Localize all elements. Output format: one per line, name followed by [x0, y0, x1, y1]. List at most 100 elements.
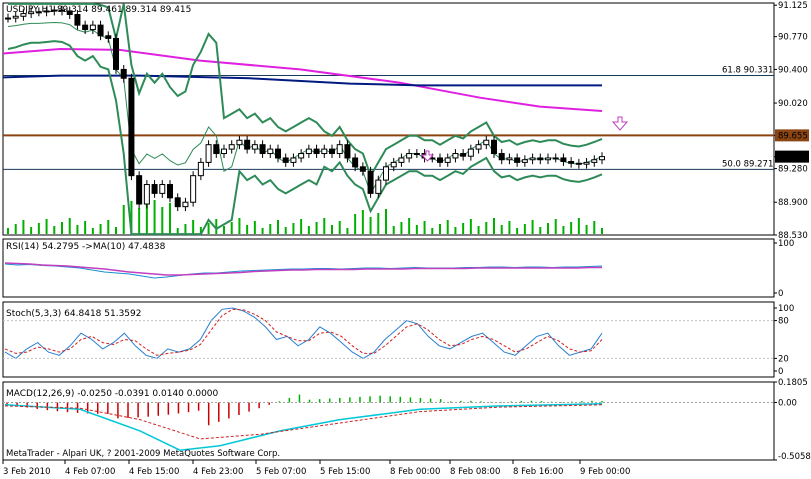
x-tick-label: 4 Feb 07:00 — [65, 467, 115, 477]
y-tick-label: 90.020 — [778, 99, 808, 109]
arrow-marker — [611, 116, 629, 131]
candle-body — [398, 157, 405, 163]
candle-body — [105, 35, 112, 39]
candle-body — [591, 159, 598, 163]
x-tick-label: 4 Feb 15:00 — [129, 467, 179, 477]
x-tick-label: 9 Feb 00:00 — [580, 467, 630, 477]
candle-body — [375, 179, 382, 194]
candle-body — [12, 15, 19, 19]
level-price-label: 89.655 — [778, 131, 808, 141]
candle-body — [228, 144, 235, 150]
candle-body — [275, 148, 281, 159]
macd-main-line — [4, 402, 603, 451]
moving-average-navy — [2, 74, 602, 87]
candle-body — [35, 11, 42, 14]
candle-body — [290, 157, 297, 163]
candle-body — [336, 144, 343, 155]
macd-title: MACD(12,26,9) -0.0250 -0.0391 0.0140 0.0… — [6, 389, 219, 399]
candle-body — [282, 157, 289, 163]
candle-body — [359, 166, 366, 172]
candle-body — [552, 157, 559, 160]
candle-body — [444, 157, 451, 163]
candle-body — [120, 68, 127, 79]
candle-body — [529, 157, 536, 161]
candle-body — [213, 144, 220, 155]
stoch-y-label: 20 — [778, 354, 789, 364]
candle-body — [28, 11, 35, 15]
y-tick-label: 91.125 — [778, 1, 808, 11]
y-tick-label: 89.280 — [778, 165, 808, 175]
candle-body — [483, 139, 490, 146]
pane-frame-sto — [2, 301, 775, 378]
candle-body — [20, 13, 27, 17]
stoch-y-label: 0 — [778, 367, 783, 377]
x-tick-label: 8 Feb 16:00 — [513, 467, 563, 477]
candle-body — [467, 148, 474, 157]
stoch-signal-line — [4, 308, 603, 356]
fib-500-label: 50.0 89.271 — [722, 159, 773, 169]
candle-body — [521, 159, 528, 163]
candle-body — [82, 24, 89, 31]
candle-body — [460, 153, 467, 157]
candle-body — [514, 157, 521, 163]
candle-body — [182, 201, 189, 208]
candle-body — [43, 10, 50, 13]
x-tick-label: 5 Feb 07:00 — [256, 467, 306, 477]
candle-body — [390, 161, 397, 168]
bollinger-upper-band — [8, 2, 603, 179]
candle-body — [298, 153, 305, 159]
rsi-title: RSI(14) 54.2795 ->MA(10) 47.4838 — [6, 242, 166, 252]
candle-body — [383, 166, 389, 181]
candle-body — [413, 153, 420, 156]
rsi-y-label: 0 — [778, 289, 783, 299]
current-price-box — [775, 150, 809, 163]
candle-body — [344, 144, 351, 159]
candle-body — [583, 161, 590, 165]
candle-body — [452, 153, 459, 159]
x-tick-label: 5 Feb 15:00 — [320, 467, 370, 477]
stoch-title: Stoch(5,3,3) 64.8418 51.3592 — [6, 309, 141, 319]
candle-body — [367, 170, 374, 194]
candle-body — [321, 148, 328, 155]
candle-body — [506, 157, 513, 161]
candle-body — [599, 156, 605, 161]
x-tick-label: 3 Feb 2010 — [3, 467, 51, 477]
y-tick-label: 88.900 — [778, 198, 808, 208]
candle-body — [66, 10, 73, 16]
candle-body — [244, 139, 251, 150]
candle-body — [190, 175, 197, 203]
fib-618-label: 61.8 90.331 — [722, 66, 773, 76]
macd-signal-line — [4, 404, 603, 440]
candle-body — [89, 24, 96, 31]
candle-body — [51, 9, 58, 12]
x-tick-label: 8 Feb 00:00 — [390, 467, 440, 477]
macd-y-label: 0.00 — [778, 399, 797, 409]
candle-body — [437, 157, 443, 163]
stoch-main-line — [4, 307, 603, 360]
candle-body — [174, 197, 181, 208]
candle-body — [329, 148, 335, 155]
candle-body — [575, 162, 582, 165]
candle-body — [236, 139, 243, 146]
candle-body — [197, 161, 204, 177]
candle-body — [259, 144, 266, 155]
y-tick-label: 88.530 — [778, 231, 808, 241]
candle-body — [128, 77, 135, 177]
main-chart-title: USDJPY,H1 89.314 89.461 89.314 89.415 — [6, 5, 191, 15]
stoch-y-label: 80 — [778, 317, 789, 327]
candle-body — [113, 37, 119, 70]
candle-body — [205, 144, 212, 163]
candle-body — [568, 161, 575, 164]
x-tick-label: 4 Feb 23:00 — [193, 467, 243, 477]
candle-body — [221, 148, 227, 155]
candle-body — [136, 175, 143, 205]
rsi-y-label: 100 — [778, 239, 794, 249]
moving-average-magenta — [2, 47, 603, 112]
candle-body — [251, 144, 258, 150]
candle-body — [313, 148, 320, 155]
y-tick-label: 90.770 — [778, 33, 808, 43]
candle-body — [305, 148, 312, 155]
candle-body — [545, 157, 551, 161]
